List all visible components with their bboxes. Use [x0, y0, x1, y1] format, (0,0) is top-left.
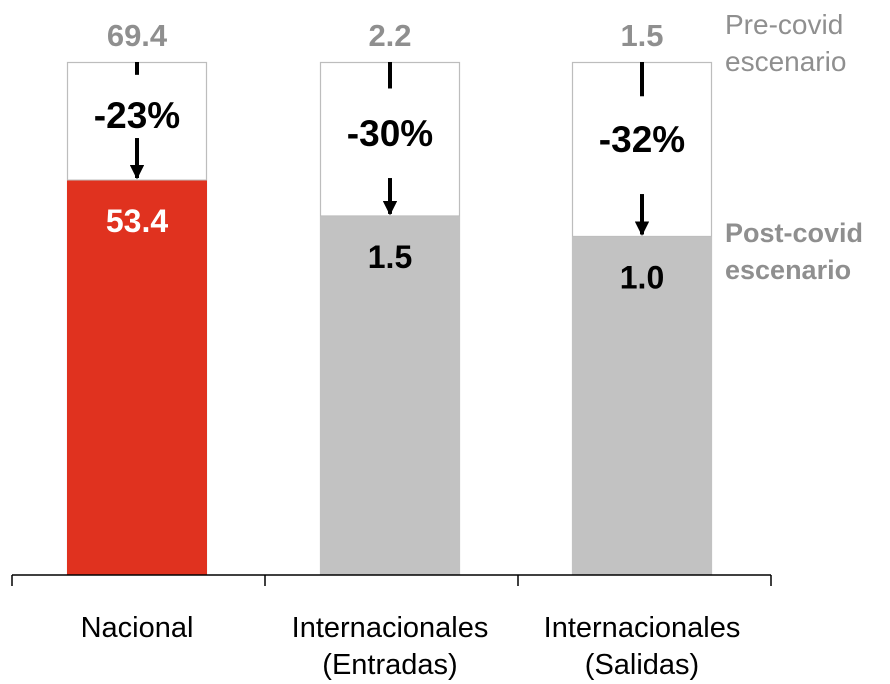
pre-covid-value-label-0: 69.4 — [107, 18, 168, 53]
post-covid-label-line2: escenario — [725, 255, 852, 285]
bar-post-covid-1 — [320, 215, 460, 575]
pre-covid-legend-label: Pre-covid escenario — [725, 6, 846, 80]
bar-post-covid-0 — [67, 179, 207, 576]
x-tick-label-2-1: (Salidas) — [585, 649, 699, 681]
pre-covid-label-line2: escenario — [725, 46, 847, 77]
x-tick-label-1-0: Internacionales — [292, 612, 489, 644]
x-tick-label-0-0: Nacional — [81, 612, 194, 644]
pre-covid-value-label-2: 1.5 — [620, 18, 663, 53]
post-covid-legend-label: Post-covid escenario — [725, 215, 863, 289]
x-tick-label-2-0: Internacionales — [544, 612, 741, 644]
change-percent-label-0: -23% — [94, 95, 180, 136]
change-percent-label-1: -30% — [347, 113, 433, 154]
post-covid-value-label-1: 1.5 — [368, 239, 412, 275]
post-covid-value-label-0: 53.4 — [106, 203, 168, 239]
pre-covid-value-label-1: 2.2 — [368, 18, 411, 53]
post-covid-value-label-2: 1.0 — [620, 259, 664, 295]
pre-covid-label-line1: Pre-covid — [725, 9, 844, 40]
post-covid-label-line1: Post-covid — [725, 218, 864, 248]
x-tick-label-1-1: (Entradas) — [322, 649, 457, 681]
bar-post-covid-2 — [572, 236, 712, 576]
change-percent-label-2: -32% — [599, 119, 685, 160]
